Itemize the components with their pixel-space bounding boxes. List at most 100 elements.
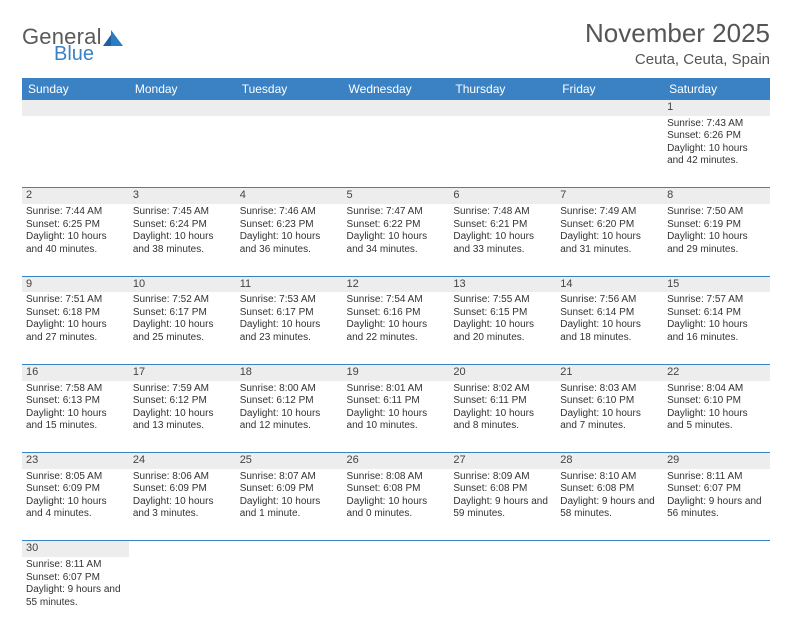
sunrise-text: Sunrise: 8:07 AM — [240, 471, 339, 484]
day-info-cell: Sunrise: 7:57 AMSunset: 6:14 PMDaylight:… — [663, 292, 770, 364]
sunrise-text: Sunrise: 8:08 AM — [347, 471, 446, 484]
day-number-cell — [22, 100, 129, 116]
daylight-text: Daylight: 10 hours and 3 minutes. — [133, 496, 232, 521]
sunset-text: Sunset: 6:16 PM — [347, 307, 446, 320]
location-subtitle: Ceuta, Ceuta, Spain — [585, 51, 770, 68]
day-info-cell: Sunrise: 8:11 AMSunset: 6:07 PMDaylight:… — [663, 469, 770, 541]
sunrise-text: Sunrise: 8:03 AM — [560, 383, 659, 396]
sunrise-text: Sunrise: 7:48 AM — [453, 206, 552, 219]
day-info-cell — [343, 116, 450, 188]
day-info-cell: Sunrise: 8:10 AMSunset: 6:08 PMDaylight:… — [556, 469, 663, 541]
day-number-cell: 26 — [343, 453, 450, 469]
day-number-cell: 15 — [663, 276, 770, 292]
daylight-text: Daylight: 10 hours and 29 minutes. — [667, 231, 766, 256]
sunset-text: Sunset: 6:22 PM — [347, 219, 446, 232]
sunrise-text: Sunrise: 8:04 AM — [667, 383, 766, 396]
sunset-text: Sunset: 6:20 PM — [560, 219, 659, 232]
day-info-cell: Sunrise: 7:58 AMSunset: 6:13 PMDaylight:… — [22, 381, 129, 453]
day-number-cell: 24 — [129, 453, 236, 469]
sunrise-text: Sunrise: 7:45 AM — [133, 206, 232, 219]
day-info-cell: Sunrise: 7:59 AMSunset: 6:12 PMDaylight:… — [129, 381, 236, 453]
sunset-text: Sunset: 6:09 PM — [26, 483, 125, 496]
calendar-body: 1 Sunrise: 7:43 AMSunset: 6:26 PMDayligh… — [22, 100, 770, 629]
day-info-cell: Sunrise: 8:04 AMSunset: 6:10 PMDaylight:… — [663, 381, 770, 453]
day-info-cell: Sunrise: 8:01 AMSunset: 6:11 PMDaylight:… — [343, 381, 450, 453]
sunrise-text: Sunrise: 8:00 AM — [240, 383, 339, 396]
sunrise-text: Sunrise: 7:50 AM — [667, 206, 766, 219]
sunrise-text: Sunrise: 7:55 AM — [453, 294, 552, 307]
day-number-cell: 30 — [22, 541, 129, 557]
day-info-cell — [129, 557, 236, 629]
title-block: November 2025 Ceuta, Ceuta, Spain — [585, 18, 770, 68]
day-number-cell: 25 — [236, 453, 343, 469]
sunrise-text: Sunrise: 8:01 AM — [347, 383, 446, 396]
sunrise-text: Sunrise: 8:02 AM — [453, 383, 552, 396]
sunset-text: Sunset: 6:13 PM — [26, 395, 125, 408]
sunset-text: Sunset: 6:12 PM — [133, 395, 232, 408]
sunset-text: Sunset: 6:10 PM — [667, 395, 766, 408]
sunset-text: Sunset: 6:14 PM — [667, 307, 766, 320]
day-info-cell: Sunrise: 7:54 AMSunset: 6:16 PMDaylight:… — [343, 292, 450, 364]
day-number-cell — [129, 100, 236, 116]
info-row: Sunrise: 7:44 AMSunset: 6:25 PMDaylight:… — [22, 204, 770, 276]
day-info-cell: Sunrise: 7:47 AMSunset: 6:22 PMDaylight:… — [343, 204, 450, 276]
sunrise-text: Sunrise: 8:06 AM — [133, 471, 232, 484]
day-info-cell: Sunrise: 7:49 AMSunset: 6:20 PMDaylight:… — [556, 204, 663, 276]
weekday-header: Saturday — [663, 78, 770, 100]
day-number-cell: 28 — [556, 453, 663, 469]
day-number-cell: 1 — [663, 100, 770, 116]
day-number-cell: 11 — [236, 276, 343, 292]
day-number-cell: 16 — [22, 364, 129, 380]
day-number-cell: 14 — [556, 276, 663, 292]
day-number-cell: 2 — [22, 188, 129, 204]
sunset-text: Sunset: 6:15 PM — [453, 307, 552, 320]
day-number-cell: 27 — [449, 453, 556, 469]
sunset-text: Sunset: 6:07 PM — [26, 572, 125, 585]
day-info-cell — [449, 116, 556, 188]
sunrise-text: Sunrise: 7:59 AM — [133, 383, 232, 396]
day-info-cell: Sunrise: 7:56 AMSunset: 6:14 PMDaylight:… — [556, 292, 663, 364]
daylight-text: Daylight: 9 hours and 55 minutes. — [26, 584, 125, 609]
weekday-header-row: SundayMondayTuesdayWednesdayThursdayFrid… — [22, 78, 770, 100]
page-title: November 2025 — [585, 18, 770, 49]
sunrise-text: Sunrise: 7:43 AM — [667, 118, 766, 131]
day-number-cell: 21 — [556, 364, 663, 380]
daylight-text: Daylight: 10 hours and 12 minutes. — [240, 408, 339, 433]
day-number-cell: 6 — [449, 188, 556, 204]
sunrise-text: Sunrise: 7:58 AM — [26, 383, 125, 396]
daylight-text: Daylight: 10 hours and 15 minutes. — [26, 408, 125, 433]
day-number-cell — [343, 100, 450, 116]
day-number-cell: 18 — [236, 364, 343, 380]
day-number-cell: 19 — [343, 364, 450, 380]
daylight-text: Daylight: 10 hours and 0 minutes. — [347, 496, 446, 521]
info-row: Sunrise: 8:05 AMSunset: 6:09 PMDaylight:… — [22, 469, 770, 541]
daylight-text: Daylight: 10 hours and 7 minutes. — [560, 408, 659, 433]
sunset-text: Sunset: 6:08 PM — [560, 483, 659, 496]
daylight-text: Daylight: 10 hours and 42 minutes. — [667, 143, 766, 168]
day-number-cell — [236, 100, 343, 116]
daynum-row: 9101112131415 — [22, 276, 770, 292]
day-info-cell: Sunrise: 8:03 AMSunset: 6:10 PMDaylight:… — [556, 381, 663, 453]
sunrise-text: Sunrise: 7:49 AM — [560, 206, 659, 219]
daylight-text: Daylight: 10 hours and 8 minutes. — [453, 408, 552, 433]
daylight-text: Daylight: 10 hours and 33 minutes. — [453, 231, 552, 256]
sunset-text: Sunset: 6:18 PM — [26, 307, 125, 320]
daylight-text: Daylight: 10 hours and 4 minutes. — [26, 496, 125, 521]
sunset-text: Sunset: 6:17 PM — [133, 307, 232, 320]
daylight-text: Daylight: 10 hours and 20 minutes. — [453, 319, 552, 344]
day-number-cell: 5 — [343, 188, 450, 204]
day-number-cell: 10 — [129, 276, 236, 292]
daylight-text: Daylight: 10 hours and 16 minutes. — [667, 319, 766, 344]
day-info-cell: Sunrise: 7:46 AMSunset: 6:23 PMDaylight:… — [236, 204, 343, 276]
day-info-cell: Sunrise: 7:48 AMSunset: 6:21 PMDaylight:… — [449, 204, 556, 276]
day-number-cell: 9 — [22, 276, 129, 292]
daylight-text: Daylight: 10 hours and 10 minutes. — [347, 408, 446, 433]
sunrise-text: Sunrise: 7:56 AM — [560, 294, 659, 307]
daylight-text: Daylight: 10 hours and 27 minutes. — [26, 319, 125, 344]
sunset-text: Sunset: 6:25 PM — [26, 219, 125, 232]
day-number-cell: 13 — [449, 276, 556, 292]
daylight-text: Daylight: 10 hours and 31 minutes. — [560, 231, 659, 256]
day-info-cell: Sunrise: 7:52 AMSunset: 6:17 PMDaylight:… — [129, 292, 236, 364]
daynum-row: 1 — [22, 100, 770, 116]
day-info-cell: Sunrise: 7:43 AMSunset: 6:26 PMDaylight:… — [663, 116, 770, 188]
